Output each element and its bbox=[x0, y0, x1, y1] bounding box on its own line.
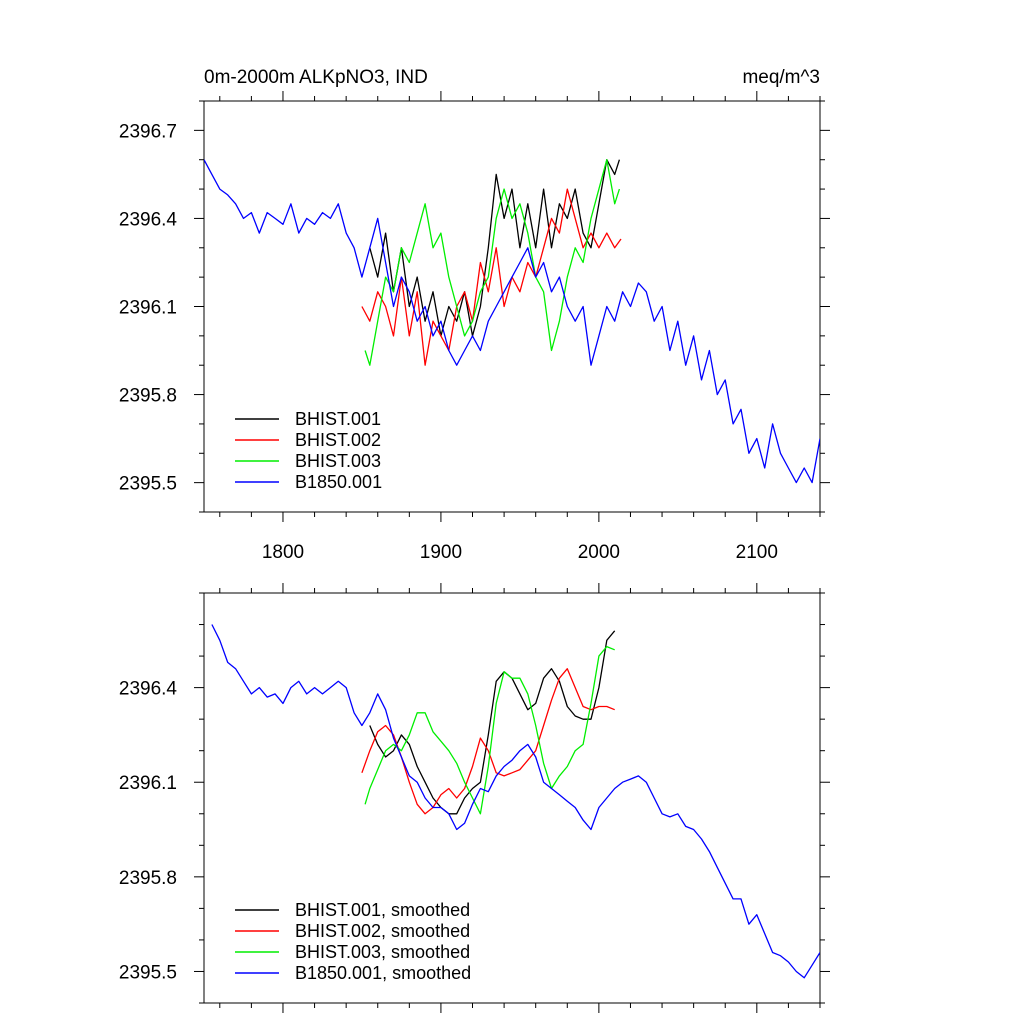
y-tick-label: 2395.8 bbox=[119, 868, 177, 889]
legend-label: B1850.001 bbox=[295, 472, 382, 492]
chart-panel-1: 0m-2000m ALKpNO3, IND meq/m^3 1800 1900 2000… bbox=[119, 67, 830, 563]
y-tick-label: 2396.1 bbox=[119, 773, 177, 794]
legend-label: BHIST.003, smoothed bbox=[295, 942, 470, 962]
x-tick-label: 2000 bbox=[578, 542, 620, 563]
y-tick-label: 2396.4 bbox=[119, 209, 178, 230]
x-tick-label: 1800 bbox=[262, 542, 304, 563]
x-tick-label: 2100 bbox=[736, 542, 778, 563]
series-group bbox=[204, 159, 820, 484]
legend-label: BHIST.002 bbox=[295, 430, 381, 450]
legend-label: B1850.001, smoothed bbox=[295, 963, 471, 983]
series-line-4 bbox=[204, 159, 820, 484]
plot-frame bbox=[203, 592, 821, 1004]
legend-label: BHIST.002, smoothed bbox=[295, 921, 470, 941]
y-tick-label: 2395.5 bbox=[119, 962, 177, 983]
legend-label: BHIST.001, smoothed bbox=[295, 900, 470, 920]
series-line-2 bbox=[361, 188, 622, 366]
series-line-2 bbox=[361, 668, 615, 815]
legend-label: BHIST.001 bbox=[295, 409, 381, 429]
x-tick-label: 1900 bbox=[420, 542, 462, 563]
y-tick-label: 2395.8 bbox=[119, 386, 177, 407]
series-line-1 bbox=[369, 630, 616, 815]
chart-panel-2: 2395.5 2395.8 2396.1 2396.4 BHIST.001, smoot… bbox=[119, 583, 830, 1013]
y-tick-label: 2396.1 bbox=[119, 298, 177, 319]
series-group bbox=[211, 624, 820, 979]
y-tick-label: 2396.7 bbox=[119, 121, 177, 142]
y-tick-label: 2396.4 bbox=[119, 679, 178, 700]
y-tick-label: 2395.5 bbox=[119, 474, 177, 495]
chart-title: 0m-2000m ALKpNO3, IND bbox=[204, 67, 428, 88]
units-label: meq/m^3 bbox=[742, 67, 820, 88]
series-line-1 bbox=[369, 159, 621, 337]
series-line-3 bbox=[364, 159, 621, 366]
legend-label: BHIST.003 bbox=[295, 451, 381, 471]
series-line-3 bbox=[364, 645, 615, 815]
series-line-4 bbox=[211, 624, 820, 979]
